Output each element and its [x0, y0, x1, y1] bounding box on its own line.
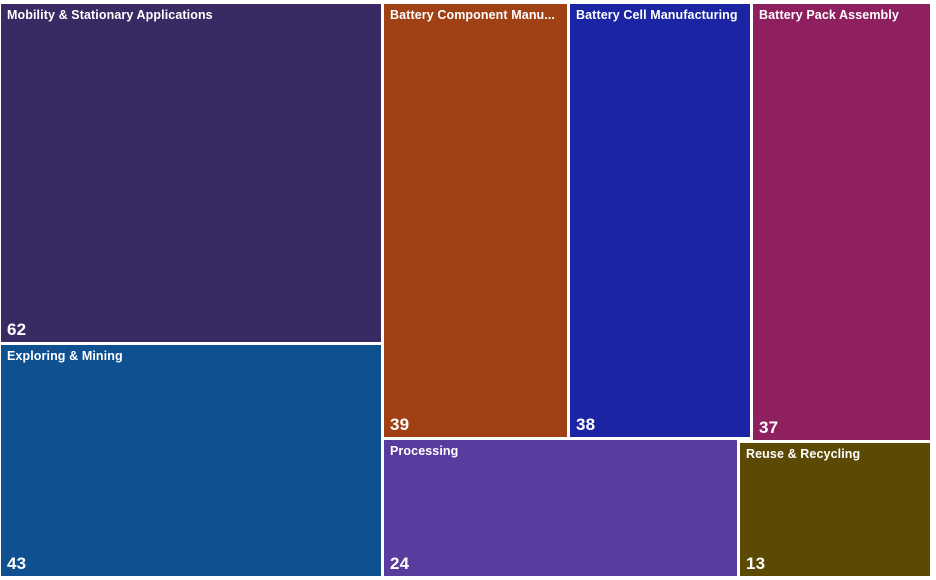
treemap-tile-battery-component-manufacturing[interactable]: Battery Component Manu... 39 — [384, 4, 567, 437]
tile-label: Processing — [390, 444, 459, 458]
tile-label: Battery Cell Manufacturing — [576, 8, 738, 22]
treemap-tile-processing[interactable]: Processing 24 — [384, 440, 737, 576]
treemap-tile-battery-pack-assembly[interactable]: Battery Pack Assembly 37 — [753, 4, 930, 440]
tile-label: Battery Component Manu... — [390, 8, 556, 22]
tile-value: 13 — [746, 554, 766, 573]
tile-label: Exploring & Mining — [7, 349, 123, 363]
tile-value: 62 — [7, 320, 27, 339]
tile-value: 39 — [390, 415, 410, 434]
treemap-tile-mobility-stationary-applications[interactable]: Mobility & Stationary Applications 62 — [1, 4, 381, 342]
treemap-tile-exploring-mining[interactable]: Exploring & Mining 43 — [1, 345, 381, 576]
tile-value: 38 — [576, 415, 596, 434]
tile-value: 43 — [7, 554, 27, 573]
tile-value: 37 — [759, 418, 779, 437]
tile-label: Mobility & Stationary Applications — [7, 8, 213, 22]
treemap-tile-reuse-recycling[interactable]: Reuse & Recycling 13 — [740, 443, 930, 576]
tile-value: 24 — [390, 554, 410, 573]
tile-label: Battery Pack Assembly — [759, 8, 899, 22]
treemap-tile-battery-cell-manufacturing[interactable]: Battery Cell Manufacturing 38 — [570, 4, 750, 437]
tile-label: Reuse & Recycling — [746, 447, 861, 461]
